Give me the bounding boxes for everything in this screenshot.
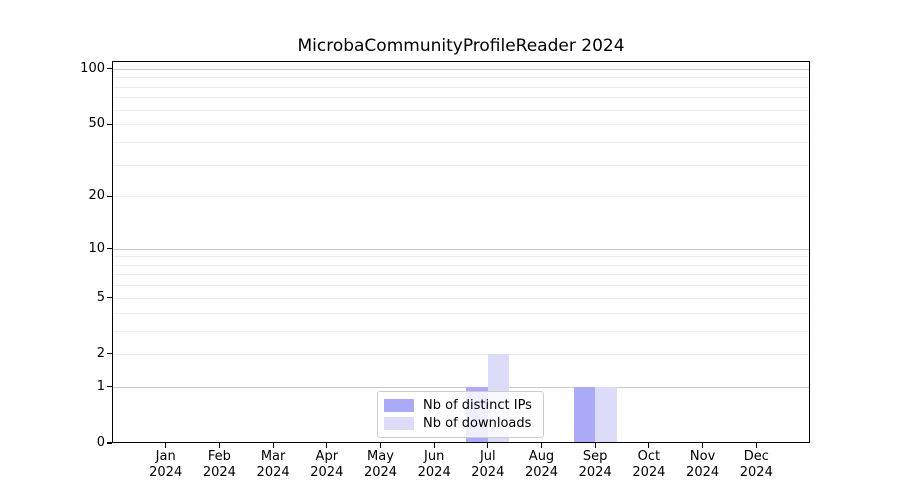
x-tick-month: Dec — [743, 449, 769, 464]
x-tick-mark — [326, 443, 328, 448]
legend-entry-distinct-ips: Nb of distinct IPs — [384, 397, 535, 414]
x-tick-month: Sep — [582, 449, 608, 464]
legend: Nb of distinct IPs Nb of downloads — [377, 391, 544, 438]
x-tick-mark — [433, 443, 435, 448]
y-tick-mark — [107, 123, 112, 125]
x-tick-label: Aug 2024 — [510, 449, 574, 481]
x-tick-mark — [540, 443, 543, 448]
legend-label-downloads: Nb of downloads — [423, 416, 532, 431]
bar-nb-of-downloads-sep — [595, 386, 617, 442]
y-tick-label: 100 — [80, 60, 105, 76]
x-tick-month: May — [367, 449, 394, 464]
x-tick-mark — [487, 443, 489, 448]
x-tick-year: 2024 — [363, 465, 398, 480]
x-tick-month: Oct — [637, 449, 661, 464]
legend-label-distinct-ips: Nb of distinct IPs — [423, 398, 532, 413]
x-tick-label: Apr 2024 — [295, 449, 359, 481]
x-tick-year: 2024 — [256, 465, 290, 480]
x-tick-mark — [272, 443, 274, 448]
y-tick-mark — [107, 297, 112, 299]
y-tick-mark — [107, 386, 112, 388]
y-tick-label: 50 — [88, 116, 105, 132]
x-tick-month: Apr — [315, 449, 339, 464]
x-tick-label: Jul 2024 — [456, 449, 520, 481]
x-tick-month: Nov — [689, 449, 716, 464]
chart-title: MicrobaCommunityProfileReader 2024 — [297, 36, 625, 56]
x-tick-label: Jan 2024 — [134, 449, 198, 481]
x-tick-year: 2024 — [202, 465, 236, 480]
x-tick-label: Feb 2024 — [187, 449, 251, 481]
x-tick-year: 2024 — [686, 465, 720, 480]
y-tick-mark — [107, 353, 112, 355]
x-tick-mark — [702, 443, 704, 448]
x-tick-mark — [755, 443, 757, 448]
x-tick-month: Jul — [479, 449, 496, 464]
y-tick-mark — [107, 247, 112, 250]
x-tick-mark — [594, 443, 596, 448]
x-tick-month: Jan — [155, 449, 176, 464]
x-tick-label: May 2024 — [349, 449, 413, 481]
x-tick-year: 2024 — [417, 465, 451, 480]
x-tick-month: Mar — [260, 449, 286, 464]
x-tick-mark — [165, 443, 167, 448]
x-tick-month: Aug — [528, 449, 555, 464]
x-tick-label: Nov 2024 — [671, 449, 735, 481]
x-tick-year: 2024 — [632, 465, 666, 480]
y-tick-label: 0 — [96, 435, 105, 450]
x-tick-mark — [648, 443, 650, 448]
x-tick-year: 2024 — [739, 465, 773, 480]
y-tick-label: 5 — [96, 289, 105, 305]
x-tick-year: 2024 — [524, 465, 559, 480]
x-tick-label: Mar 2024 — [241, 449, 305, 481]
distinct-ips-swatch — [384, 399, 414, 412]
x-tick-label: Dec 2024 — [724, 449, 788, 481]
x-tick-year: 2024 — [471, 465, 505, 480]
x-tick-label: Oct 2024 — [617, 449, 681, 481]
x-tick-label: Sep 2024 — [563, 449, 627, 481]
y-tick-label: 10 — [88, 240, 105, 256]
y-tick-label: 1 — [96, 378, 105, 394]
bar-nb-of-distinct-ips-sep — [573, 386, 596, 442]
y-tick-label: 2 — [96, 345, 105, 361]
y-tick-mark — [107, 442, 112, 444]
y-tick-mark — [107, 68, 112, 70]
x-tick-year: 2024 — [149, 465, 183, 480]
x-tick-mark — [218, 443, 220, 448]
x-tick-year: 2024 — [310, 465, 344, 480]
y-tick-label: 20 — [88, 188, 105, 204]
y-tick-mark — [107, 195, 112, 197]
x-tick-mark — [379, 443, 382, 448]
plot-area — [112, 61, 810, 443]
x-tick-month: Feb — [207, 449, 231, 464]
x-tick-year: 2024 — [578, 465, 612, 480]
downloads-swatch — [384, 417, 414, 430]
x-tick-month: Jun — [424, 449, 445, 464]
legend-entry-downloads: Nb of downloads — [384, 415, 535, 432]
x-tick-label: Jun 2024 — [402, 449, 466, 481]
